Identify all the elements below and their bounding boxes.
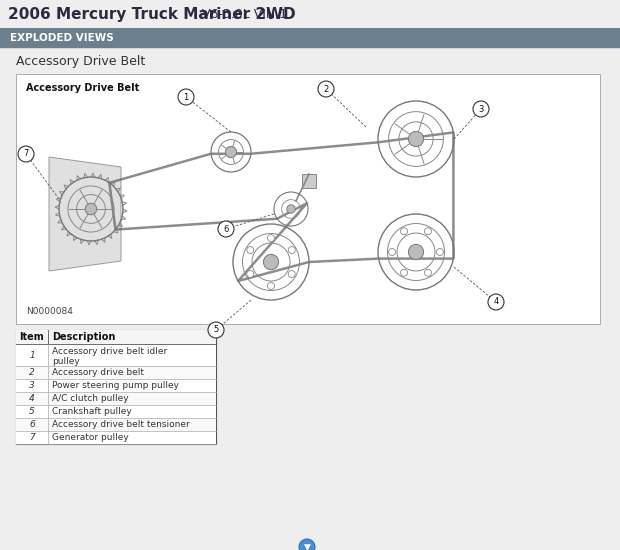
- Circle shape: [247, 246, 254, 254]
- Text: Crankshaft pulley: Crankshaft pulley: [52, 407, 131, 416]
- FancyBboxPatch shape: [16, 344, 216, 366]
- Circle shape: [286, 205, 295, 213]
- Text: 5: 5: [29, 407, 35, 416]
- FancyBboxPatch shape: [16, 418, 216, 431]
- Circle shape: [267, 283, 275, 289]
- Text: 6: 6: [29, 420, 35, 429]
- Text: 4: 4: [494, 298, 498, 306]
- Circle shape: [267, 234, 275, 241]
- Text: 4: 4: [29, 394, 35, 403]
- Circle shape: [425, 228, 432, 235]
- FancyBboxPatch shape: [16, 405, 216, 418]
- Text: Accessory Drive Belt: Accessory Drive Belt: [16, 56, 145, 69]
- Text: 5: 5: [213, 326, 219, 334]
- FancyBboxPatch shape: [0, 0, 620, 28]
- Circle shape: [425, 270, 432, 276]
- Text: Generator pulley: Generator pulley: [52, 433, 129, 442]
- FancyBboxPatch shape: [302, 174, 316, 188]
- Text: 3: 3: [29, 381, 35, 390]
- Text: N0000084: N0000084: [26, 307, 73, 316]
- Text: Accessory Drive Belt: Accessory Drive Belt: [26, 83, 140, 93]
- Circle shape: [18, 146, 34, 162]
- Circle shape: [178, 89, 194, 105]
- Text: 2: 2: [324, 85, 329, 94]
- FancyBboxPatch shape: [16, 74, 600, 324]
- FancyBboxPatch shape: [16, 330, 216, 344]
- FancyBboxPatch shape: [16, 330, 216, 444]
- Circle shape: [436, 249, 443, 256]
- FancyBboxPatch shape: [16, 431, 216, 444]
- Circle shape: [401, 270, 407, 276]
- Text: 2: 2: [29, 368, 35, 377]
- Text: Accessory drive belt: Accessory drive belt: [52, 368, 144, 377]
- Circle shape: [299, 539, 315, 550]
- Text: Power steering pump pulley: Power steering pump pulley: [52, 381, 179, 390]
- Circle shape: [247, 271, 254, 277]
- Text: 2006 Mercury Truck Mariner 2WD: 2006 Mercury Truck Mariner 2WD: [8, 7, 296, 21]
- Circle shape: [473, 101, 489, 117]
- FancyBboxPatch shape: [16, 366, 216, 379]
- Circle shape: [264, 255, 278, 270]
- Circle shape: [488, 294, 504, 310]
- Circle shape: [85, 204, 97, 214]
- Text: V6-3.0L VIN 1: V6-3.0L VIN 1: [202, 8, 287, 20]
- Text: pulley: pulley: [52, 358, 80, 366]
- Text: 1: 1: [184, 92, 188, 102]
- FancyBboxPatch shape: [16, 392, 216, 405]
- Text: ▼: ▼: [304, 542, 311, 550]
- Circle shape: [226, 146, 237, 158]
- Text: 3: 3: [478, 104, 484, 113]
- Polygon shape: [49, 157, 121, 271]
- Circle shape: [409, 131, 423, 147]
- FancyBboxPatch shape: [16, 379, 216, 392]
- Circle shape: [288, 246, 295, 254]
- Text: 1: 1: [29, 350, 35, 360]
- Circle shape: [389, 249, 396, 256]
- Circle shape: [208, 322, 224, 338]
- Text: EXPLODED VIEWS: EXPLODED VIEWS: [10, 33, 113, 43]
- Circle shape: [318, 81, 334, 97]
- Circle shape: [409, 244, 423, 260]
- Text: Accessory drive belt idler: Accessory drive belt idler: [52, 346, 167, 355]
- Text: Description: Description: [52, 332, 115, 342]
- Circle shape: [218, 221, 234, 237]
- Text: 7: 7: [24, 150, 29, 158]
- Circle shape: [288, 271, 295, 277]
- Text: 7: 7: [29, 433, 35, 442]
- FancyBboxPatch shape: [0, 28, 620, 48]
- Text: A/C clutch pulley: A/C clutch pulley: [52, 394, 128, 403]
- Circle shape: [401, 228, 407, 235]
- Text: 6: 6: [223, 224, 229, 234]
- Text: Accessory drive belt tensioner: Accessory drive belt tensioner: [52, 420, 190, 429]
- Text: Item: Item: [20, 332, 45, 342]
